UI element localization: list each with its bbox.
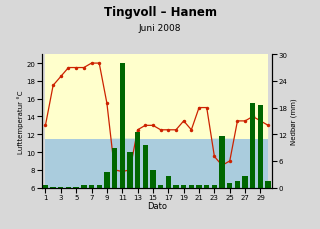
Bar — [81, 185, 86, 188]
Bar — [135, 132, 140, 188]
Bar — [104, 172, 109, 188]
Bar — [58, 187, 63, 188]
Bar — [112, 148, 117, 188]
Bar — [258, 106, 263, 188]
Bar — [181, 185, 186, 188]
Bar — [97, 185, 102, 188]
Bar — [166, 177, 171, 188]
Bar — [220, 137, 225, 188]
Bar — [51, 187, 56, 188]
Y-axis label: Lufttemperatur °C: Lufttemperatur °C — [17, 90, 24, 153]
Bar — [127, 152, 132, 188]
Bar — [150, 170, 156, 188]
Bar — [266, 181, 271, 188]
Bar — [66, 187, 71, 188]
Bar — [173, 185, 179, 188]
Text: Juni 2008: Juni 2008 — [139, 24, 181, 33]
Bar — [196, 185, 202, 188]
Bar — [250, 104, 255, 188]
Bar — [243, 177, 248, 188]
Bar — [120, 64, 125, 188]
Bar — [189, 185, 194, 188]
Bar — [204, 185, 209, 188]
Bar — [43, 185, 48, 188]
Y-axis label: Nedbør (mm): Nedbør (mm) — [290, 98, 297, 144]
Bar — [74, 187, 79, 188]
Bar — [235, 181, 240, 188]
Bar — [212, 185, 217, 188]
Bar — [158, 185, 163, 188]
Bar — [89, 185, 94, 188]
X-axis label: Dato: Dato — [147, 201, 167, 210]
Bar — [227, 183, 232, 188]
Bar — [143, 146, 148, 188]
Text: Tingvoll – Hanem: Tingvoll – Hanem — [103, 6, 217, 19]
